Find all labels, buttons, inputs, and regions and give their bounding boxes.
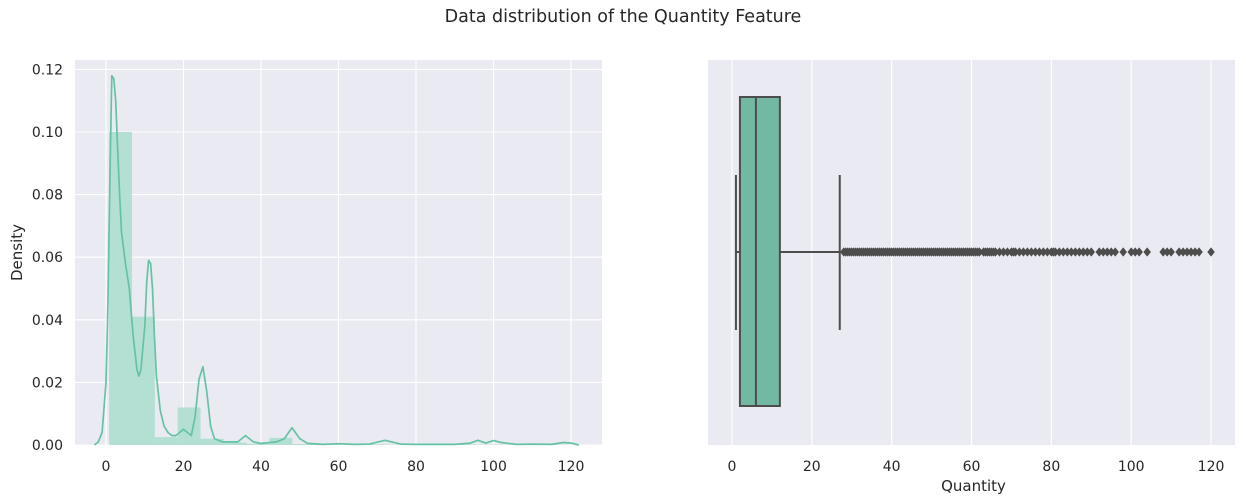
- outlier-point: [1111, 247, 1119, 257]
- histogram-bar: [269, 437, 293, 445]
- y-axis-label: Density: [8, 224, 26, 281]
- x-tick-label: 40: [883, 459, 901, 475]
- x-tick-label: 80: [407, 459, 425, 475]
- kde-line: [93, 74, 580, 446]
- y-tick-label: 0.02: [32, 375, 63, 391]
- boxplot-subplot: 0 20 40 60 80 100 120 Quantity: [708, 60, 1235, 495]
- histogram-bar: [177, 407, 201, 445]
- y-tick-label: 0.00: [32, 438, 63, 454]
- y-tick-label: 0.08: [32, 188, 63, 204]
- outlier-point: [1207, 247, 1215, 257]
- x-tick-label: 100: [480, 459, 507, 475]
- x-tick-label: 20: [803, 459, 821, 475]
- histogram-bar: [131, 316, 155, 445]
- y-tick-label: 0.04: [32, 313, 63, 329]
- outlier-point: [1143, 247, 1151, 257]
- x-tick-label: 0: [727, 459, 736, 475]
- x-tick-label: 40: [252, 459, 270, 475]
- x-tick-label: 120: [558, 459, 585, 475]
- figure-title: Data distribution of the Quantity Featur…: [444, 7, 802, 27]
- iqr-box: [738, 96, 781, 407]
- outlier-point: [1087, 247, 1096, 257]
- outlier-point: [1167, 247, 1175, 257]
- outlier-point: [1135, 247, 1143, 257]
- x-axis-label: Quantity: [941, 477, 1006, 495]
- histogram-subplot: 0 20 40 60 80 100 120 0.00 0.02 0.04 0.06 0.08 0.10 0…: [8, 60, 602, 475]
- histogram-bar: [109, 131, 132, 445]
- x-tick-label: 0: [102, 459, 111, 475]
- histogram-bar: [452, 444, 476, 445]
- y-tick-label: 0.12: [32, 62, 63, 78]
- x-tick-label: 60: [330, 459, 348, 475]
- outlier-point: [1195, 247, 1203, 257]
- histogram-bar: [223, 442, 247, 445]
- histogram-bar: [361, 444, 385, 445]
- histogram-bar: [154, 437, 178, 445]
- histogram-bar: [246, 443, 270, 445]
- outlier-point: [1119, 247, 1127, 257]
- x-tick-label: 120: [1198, 459, 1225, 475]
- histogram-bar: [292, 444, 316, 445]
- y-tick-label: 0.10: [32, 125, 63, 141]
- y-tick-label: 0.06: [32, 250, 63, 266]
- x-tick-label: 80: [1042, 459, 1060, 475]
- x-tick-label: 20: [175, 459, 193, 475]
- x-tick-label: 60: [963, 459, 981, 475]
- x-tick-label: 100: [1118, 459, 1145, 475]
- histogram-bar: [200, 438, 224, 445]
